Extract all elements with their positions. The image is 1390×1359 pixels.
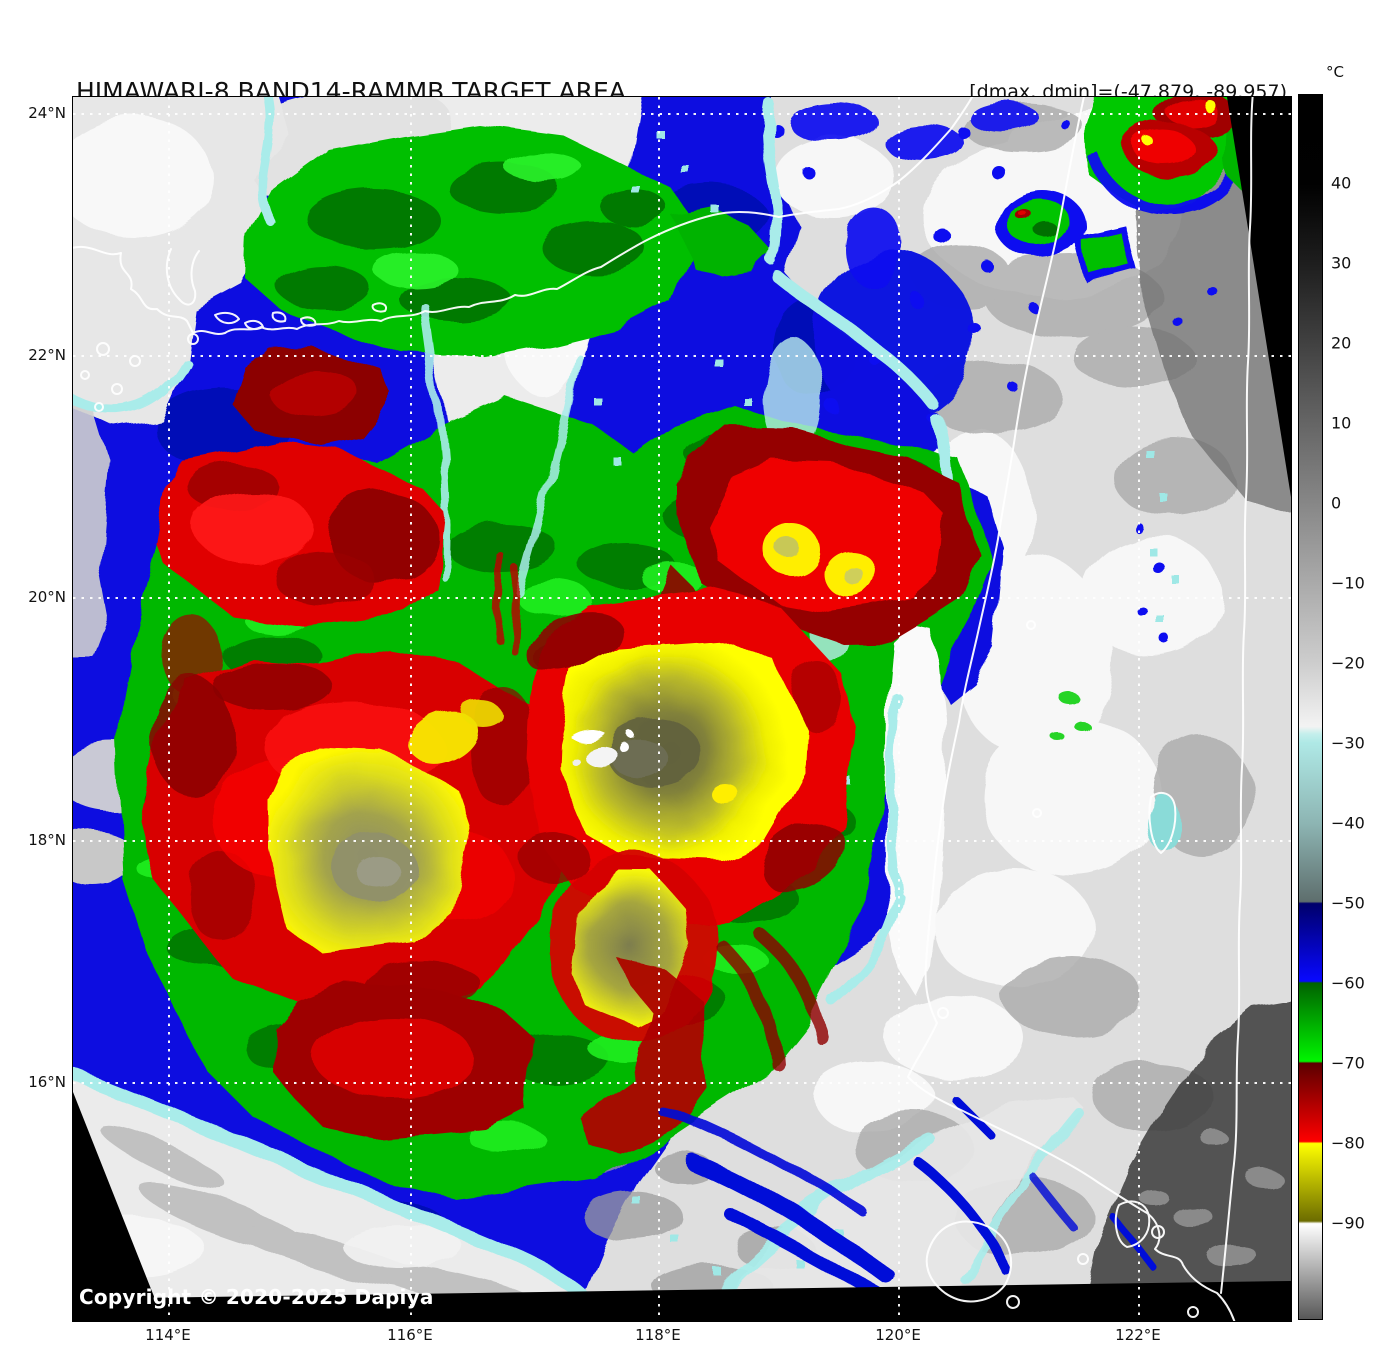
colorbar-tick-label: 40 — [1331, 173, 1352, 193]
lon-axis: 114°E 116°E 118°E 120°E 122°E — [72, 1326, 1290, 1350]
copyright-overlay: Copyright © 2020-2025 Dapiya — [79, 1285, 434, 1309]
lat-tick-label: 20°N — [28, 587, 66, 606]
colorbar-gradient — [1298, 94, 1323, 1320]
lon-tick-label: 122°E — [1115, 1326, 1161, 1344]
lat-tick-label: 18°N — [28, 830, 66, 849]
colorbar-tick-label: −40 — [1331, 813, 1365, 833]
scan-void-layer — [73, 97, 1291, 1321]
colorbar-tick-label: −10 — [1331, 573, 1365, 593]
colorbar-tick-label: 30 — [1331, 253, 1352, 273]
colorbar-tick-label: −20 — [1331, 653, 1365, 673]
colorbar-tick-label: −70 — [1331, 1053, 1365, 1073]
lon-tick-label: 120°E — [875, 1326, 921, 1344]
gridline-layer — [73, 97, 1291, 1321]
colorbar-tick-label: 0 — [1331, 493, 1342, 513]
colorbar-ticks: 40 30 20 10 0 −10 −20 −30 −40 −50 −60 −70 −80 −90 — [1331, 94, 1383, 1320]
lat-tick-label: 16°N — [28, 1073, 66, 1092]
lat-tick-label: 22°N — [28, 345, 66, 364]
colorbar-tick-label: −50 — [1331, 893, 1365, 913]
plot-title: HIMAWARI-8 BAND14-RAMMB TARGET AREA — [76, 77, 626, 106]
lat-axis: 24°N 22°N 20°N 18°N 16°N — [0, 96, 66, 1320]
coastline-layer — [73, 97, 1254, 1321]
colorbar-tick-label: −90 — [1331, 1213, 1365, 1233]
lat-tick-label: 24°N — [28, 104, 66, 122]
colorbar-tick-label: 20 — [1331, 333, 1352, 353]
lon-tick-label: 116°E — [387, 1326, 433, 1344]
lon-tick-label: 118°E — [635, 1326, 681, 1344]
colorbar-tick-label: −80 — [1331, 1133, 1365, 1153]
map-frame: Copyright © 2020-2025 Dapiya — [72, 96, 1292, 1322]
colorbar-tick-label: −60 — [1331, 973, 1365, 993]
colorbar-tick-label: −30 — [1331, 733, 1365, 753]
lon-tick-label: 114°E — [145, 1326, 191, 1344]
imagery-layer — [73, 97, 1291, 1321]
colorbar-unit-label: °C — [1326, 63, 1344, 81]
satellite-map-svg — [73, 97, 1291, 1321]
colorbar-tick-label: 10 — [1331, 413, 1352, 433]
